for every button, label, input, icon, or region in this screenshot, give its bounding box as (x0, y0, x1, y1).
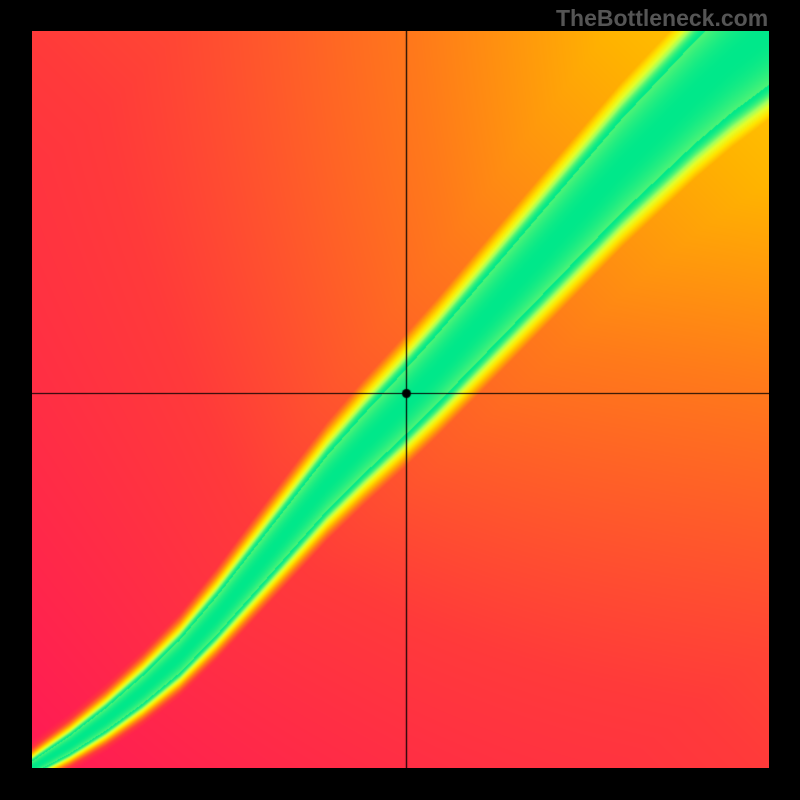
chart-container: TheBottleneck.com (0, 0, 800, 800)
watermark-text: TheBottleneck.com (556, 5, 768, 32)
bottleneck-heatmap (32, 31, 769, 768)
